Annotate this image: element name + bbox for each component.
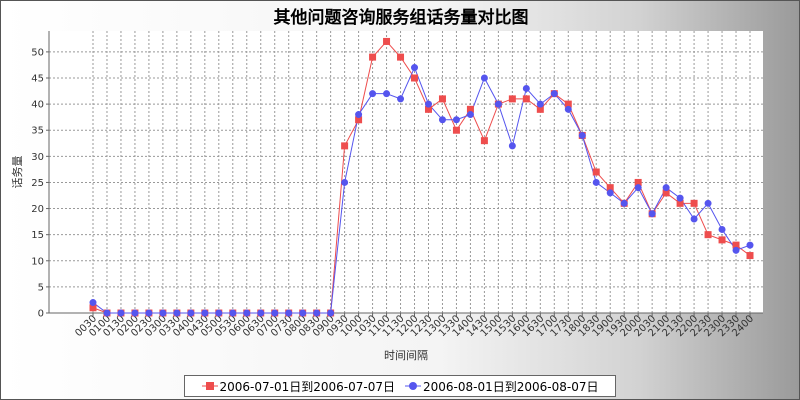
data-point-circle	[676, 194, 684, 202]
legend-item-series-2: 2006-08-01日到2006-08-07日	[405, 378, 598, 395]
data-point-circle	[466, 111, 474, 119]
data-point-circle	[327, 309, 335, 317]
data-point-circle	[313, 309, 321, 317]
data-point-square	[508, 95, 516, 103]
data-point-circle	[383, 90, 391, 98]
y-tick-label: 10	[31, 256, 44, 267]
data-point-circle	[480, 74, 488, 82]
data-point-circle	[131, 309, 139, 317]
data-point-square	[452, 126, 460, 134]
legend-label-series-1: 2006-07-01日到2006-07-07日	[219, 379, 395, 394]
data-point-circle	[173, 309, 181, 317]
data-point-square	[746, 252, 754, 260]
data-point-square	[676, 199, 684, 207]
data-point-circle	[494, 100, 502, 108]
data-point-circle	[690, 215, 698, 223]
data-point-square	[732, 241, 740, 249]
data-point-circle	[620, 199, 628, 207]
data-point-circle	[187, 309, 195, 317]
y-tick-label: 0	[38, 309, 44, 320]
data-point-square	[466, 105, 474, 113]
plot-area: 0510152025303540455000300100013002000230…	[11, 31, 763, 362]
data-point-circle	[201, 309, 209, 317]
data-point-circle	[117, 309, 125, 317]
legend-label-series-2: 2006-08-01日到2006-08-07日	[423, 379, 599, 394]
data-point-circle	[103, 309, 111, 317]
data-point-circle	[145, 309, 153, 317]
data-point-circle	[634, 184, 642, 192]
data-point-circle	[536, 100, 544, 108]
data-point-circle	[229, 309, 237, 317]
data-point-square	[536, 105, 544, 113]
chart-title: 其他问题咨询服务组话务量对比图	[273, 8, 529, 28]
data-point-circle	[704, 199, 712, 207]
y-tick-label: 5	[38, 282, 44, 293]
data-point-circle	[578, 131, 586, 139]
data-point-circle	[89, 299, 97, 307]
data-point-square	[704, 231, 712, 239]
data-point-circle	[257, 309, 265, 317]
data-point-circle	[522, 84, 530, 92]
data-point-circle	[355, 111, 363, 119]
data-point-circle	[508, 142, 516, 150]
y-tick-label: 45	[31, 74, 44, 85]
data-point-square	[718, 236, 726, 244]
y-tick-label: 20	[31, 204, 44, 215]
data-point-square	[634, 178, 642, 186]
data-point-square	[383, 37, 391, 45]
data-point-square	[438, 95, 446, 103]
x-axis-label: 时间间隔	[384, 349, 428, 362]
data-point-square	[606, 184, 614, 192]
data-point-circle	[369, 90, 377, 98]
data-point-square	[411, 74, 419, 82]
y-tick-label: 40	[31, 100, 44, 111]
y-tick-label: 50	[31, 47, 44, 58]
data-point-square	[592, 168, 600, 176]
data-point-circle	[592, 178, 600, 186]
data-point-circle	[452, 116, 460, 124]
data-point-square	[89, 304, 97, 312]
data-point-circle	[285, 309, 293, 317]
data-point-square	[480, 137, 488, 145]
data-point-circle	[341, 178, 349, 186]
data-point-square	[690, 199, 698, 207]
data-point-circle	[606, 189, 614, 197]
data-point-circle	[564, 105, 572, 113]
data-point-circle	[424, 100, 432, 108]
data-point-square	[369, 53, 377, 61]
legend: 2006-07-01日到2006-07-07日 2006-08-01日到2006…	[184, 375, 616, 397]
data-point-circle	[648, 210, 656, 218]
legend-marker-square-icon	[201, 382, 218, 390]
y-axis-label: 话务量	[11, 156, 24, 189]
data-point-circle	[718, 225, 726, 233]
y-tick-label: 15	[31, 230, 44, 241]
data-point-circle	[397, 95, 405, 103]
legend-item-series-1: 2006-07-01日到2006-07-07日	[201, 378, 395, 395]
data-point-square	[522, 95, 530, 103]
data-point-circle	[159, 309, 167, 317]
plot-background	[49, 31, 763, 313]
data-point-square	[424, 105, 432, 113]
data-point-circle	[271, 309, 279, 317]
legend-marker-circle-icon	[405, 382, 421, 390]
data-point-circle	[299, 309, 307, 317]
y-tick-label: 25	[31, 178, 44, 189]
data-point-circle	[550, 90, 558, 98]
data-point-circle	[662, 184, 670, 192]
y-tick-label: 30	[31, 152, 44, 163]
data-point-square	[355, 116, 363, 124]
data-point-circle	[746, 241, 754, 249]
data-point-circle	[215, 309, 223, 317]
data-point-circle	[732, 246, 740, 254]
y-tick-label: 35	[31, 126, 44, 137]
series-markers-2	[89, 64, 754, 317]
data-point-circle	[438, 116, 446, 124]
data-point-square	[662, 189, 670, 197]
data-point-circle	[411, 64, 419, 72]
data-point-square	[564, 100, 572, 108]
data-point-square	[397, 53, 405, 61]
data-point-square	[341, 142, 349, 150]
data-point-circle	[243, 309, 251, 317]
